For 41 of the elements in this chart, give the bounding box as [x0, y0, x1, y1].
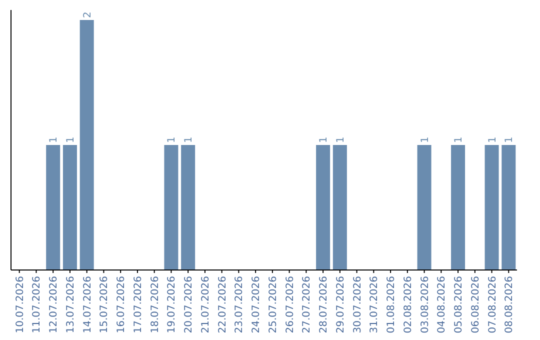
x-tick-label: 11.07.2026 — [32, 276, 43, 334]
data-label: 1 — [48, 136, 60, 143]
x-tick-label: 17.07.2026 — [132, 276, 144, 334]
x-tick-label: 03.08.2026 — [420, 276, 431, 334]
x-tick-label: 30.07.2026 — [352, 276, 364, 334]
x-tick-label: 25.07.2026 — [268, 276, 279, 334]
data-label: 2 — [82, 12, 94, 18]
x-tick-label: 12.07.2026 — [48, 276, 60, 334]
data-label: 1 — [318, 136, 330, 143]
x-tick-label: 16.07.2026 — [116, 276, 128, 334]
x-tick-label: 07.08.2026 — [487, 276, 498, 334]
x-tick-label: 08.08.2026 — [504, 276, 516, 334]
x-tick-label: 26.07.2026 — [284, 276, 296, 334]
x-tick-label: 28.07.2026 — [318, 276, 330, 334]
data-label: 1 — [504, 136, 516, 143]
x-tick-label: 01.08.2026 — [386, 276, 398, 334]
x-tick-label: 05.08.2026 — [454, 276, 465, 334]
x-tick-label: 10.07.2026 — [14, 276, 26, 334]
x-tick-label: 13.07.2026 — [65, 276, 76, 334]
data-label: 1 — [65, 136, 76, 143]
x-tick-label: 24.07.2026 — [251, 276, 262, 334]
data-label: 1 — [184, 136, 195, 143]
x-tick-label: 04.08.2026 — [436, 276, 448, 334]
x-tick-label: 06.08.2026 — [470, 276, 482, 334]
data-label: 1 — [454, 136, 465, 143]
x-tick-label: 15.07.2026 — [99, 276, 110, 334]
x-tick-label: 23.07.2026 — [234, 276, 246, 334]
x-tick-label: 31.07.2026 — [369, 276, 380, 334]
x-tick-label: 29.07.2026 — [335, 276, 346, 334]
x-tick-label: 18.07.2026 — [150, 276, 161, 334]
x-tick-label: 27.07.2026 — [302, 276, 313, 334]
x-tick-label: 20.07.2026 — [184, 276, 195, 334]
data-label: 1 — [420, 136, 431, 143]
x-tick-label: 02.08.2026 — [402, 276, 414, 334]
data-label: 1 — [335, 136, 346, 143]
x-tick-label: 14.07.2026 — [82, 276, 94, 334]
x-tick-label: 19.07.2026 — [166, 276, 178, 334]
data-label: 1 — [487, 136, 498, 143]
x-tick-label: 22.07.2026 — [217, 276, 228, 334]
x-tick-label: 21.07.2026 — [200, 276, 212, 334]
data-label: 1 — [166, 136, 178, 143]
